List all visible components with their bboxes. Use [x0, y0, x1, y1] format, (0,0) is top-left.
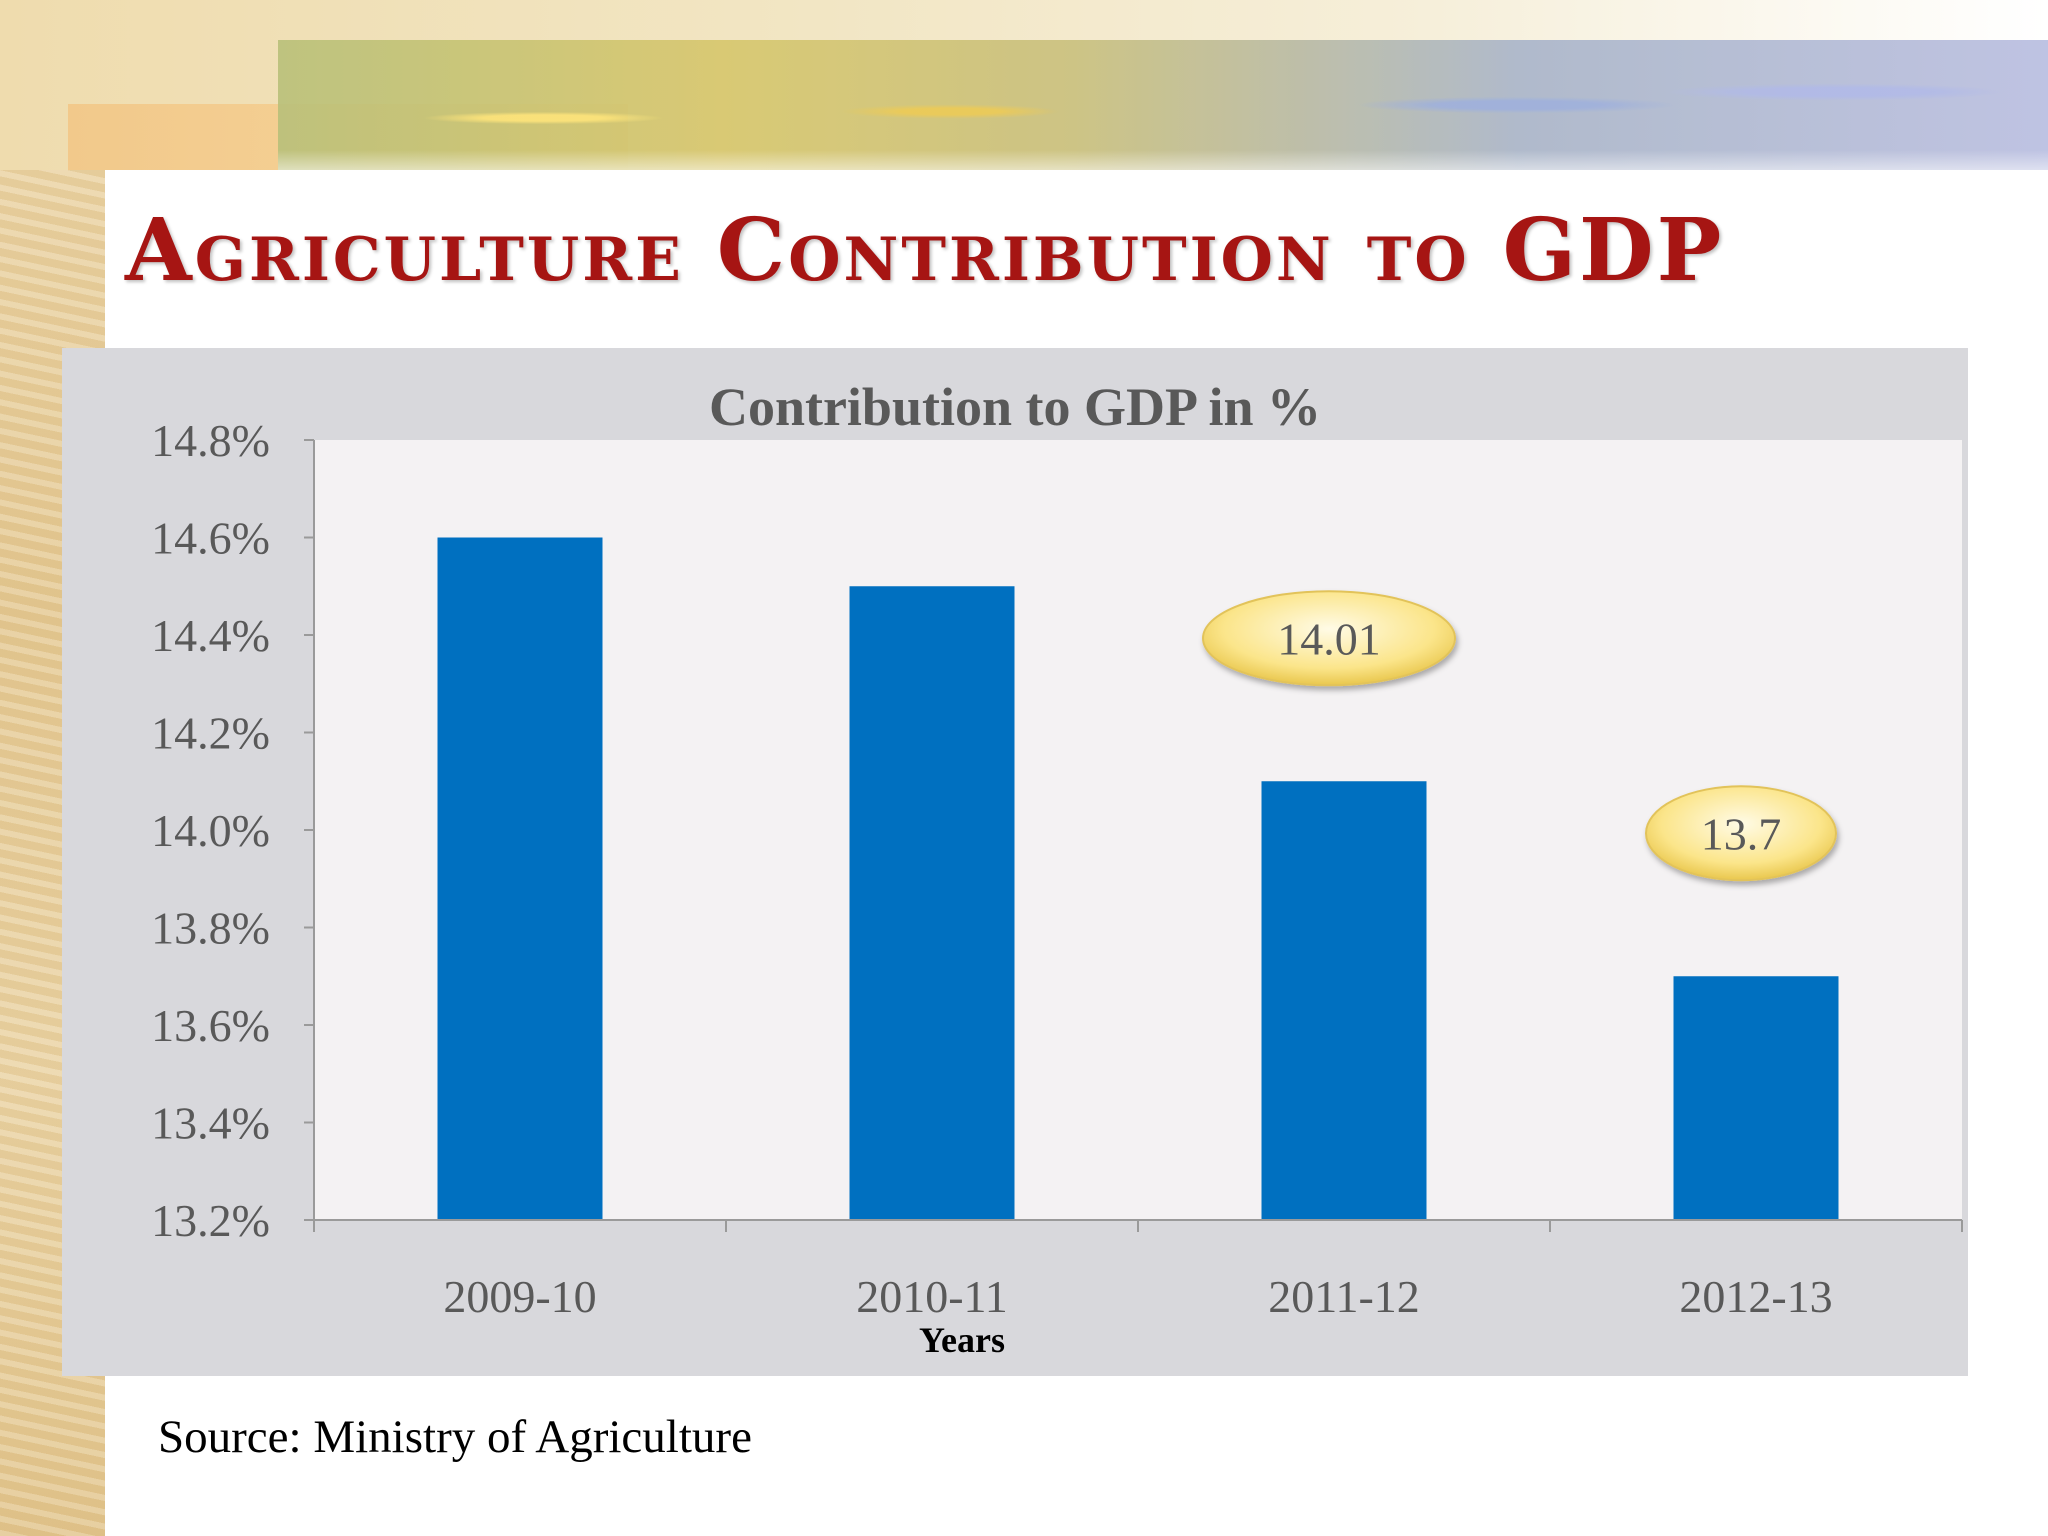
- x-tick-label: 2011-12: [1268, 1271, 1420, 1322]
- slide-title: Agriculture Contribution to GDP: [125, 200, 1725, 301]
- x-tick-label: 2010-11: [856, 1271, 1008, 1322]
- chart-title: Contribution to GDP in %: [709, 377, 1321, 437]
- x-tick-label: 2009-10: [443, 1271, 596, 1322]
- callout-label: 14.01: [1277, 613, 1381, 664]
- floral-banner-image: [278, 40, 2048, 170]
- x-tick-label: 2012-13: [1679, 1271, 1832, 1322]
- bar-2012-13: [1673, 976, 1839, 1220]
- bar-2011-12: [1261, 781, 1427, 1220]
- y-tick-label: 14.4%: [151, 610, 270, 661]
- x-axis-label: Years: [919, 1320, 1005, 1360]
- y-tick-label: 14.0%: [151, 805, 270, 856]
- y-tick-label: 13.8%: [151, 903, 270, 954]
- y-tick-label: 13.6%: [151, 1000, 270, 1051]
- y-tick-label: 14.2%: [151, 708, 270, 759]
- y-tick-label: 14.8%: [151, 415, 270, 466]
- callout-label: 13.7: [1701, 808, 1782, 859]
- y-tick-label: 14.6%: [151, 513, 270, 564]
- banner-fade: [278, 150, 2048, 190]
- y-tick-label: 13.4%: [151, 1098, 270, 1149]
- bar-2010-11: [849, 586, 1015, 1220]
- source-note: Source: Ministry of Agriculture: [158, 1411, 752, 1463]
- callout-bubble: [1645, 785, 1837, 882]
- bar-2009-10: [437, 537, 603, 1220]
- y-tick-label: 13.2%: [151, 1195, 270, 1246]
- callout-bubble: [1202, 590, 1456, 687]
